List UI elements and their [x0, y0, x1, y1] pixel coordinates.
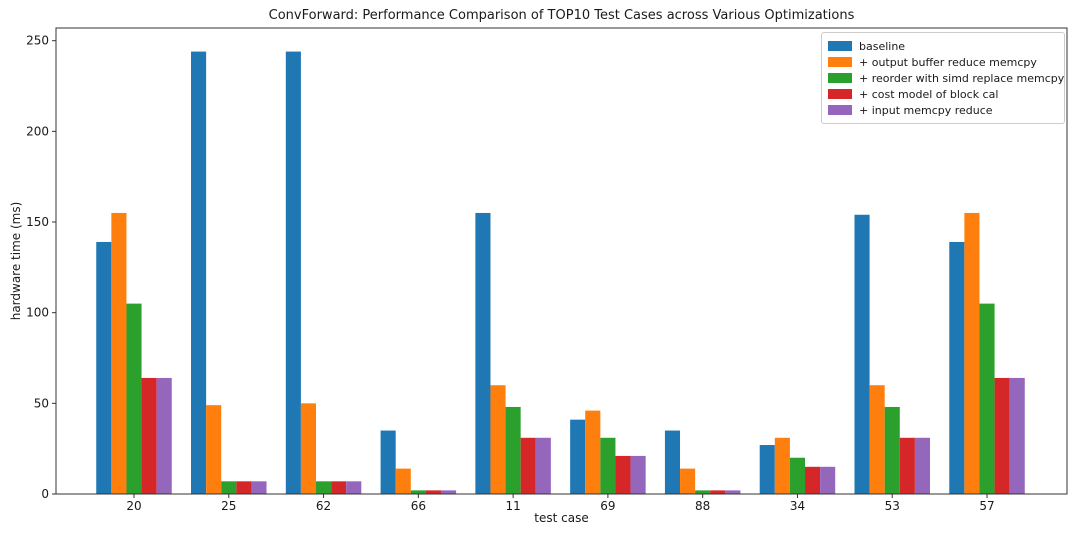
x-tick-label: 34 — [790, 499, 805, 513]
bar-series1-cat9 — [964, 212, 980, 494]
legend-item: + reorder with simd replace memcpy — [828, 70, 1064, 86]
bar-series3-cat4 — [520, 437, 536, 494]
bar-series0-cat6 — [664, 430, 681, 494]
bar-series2-cat6 — [695, 490, 711, 494]
bar-series4-cat4 — [535, 437, 551, 494]
legend-item: + input memcpy reduce — [828, 102, 1058, 118]
bar-series0-cat1 — [191, 51, 207, 494]
bar-series2-cat7 — [789, 457, 806, 494]
legend-label: + output buffer reduce memcpy — [859, 55, 1037, 69]
x-tick-label: 20 — [126, 499, 141, 513]
legend-swatch-2 — [828, 73, 852, 83]
x-tick-label: 57 — [979, 499, 994, 513]
bar-series3-cat3 — [425, 490, 441, 494]
bar-series2-cat4 — [505, 406, 521, 494]
bar-series4-cat3 — [440, 490, 457, 494]
bar-series3-cat0 — [141, 377, 157, 494]
bar-series0-cat9 — [949, 241, 965, 494]
bar-series1-cat2 — [300, 403, 317, 494]
legend-label: + reorder with simd replace memcpy — [859, 71, 1065, 85]
bar-series1-cat0 — [111, 212, 127, 494]
bar-series1-cat1 — [206, 405, 222, 494]
legend-label: baseline — [859, 39, 906, 53]
bar-series0-cat2 — [285, 51, 301, 494]
bar-series4-cat0 — [156, 377, 172, 494]
y-tick-label: 100 — [26, 306, 49, 320]
legend-item: + cost model of block cal — [828, 86, 1058, 102]
bar-series2-cat1 — [221, 481, 237, 494]
x-tick-label: 62 — [316, 499, 331, 513]
legend-swatch-0 — [828, 41, 852, 51]
bar-series4-cat2 — [346, 481, 362, 494]
y-tick-label: 0 — [41, 487, 49, 501]
bar-series4-cat1 — [251, 481, 267, 494]
bar-series4-cat8 — [914, 437, 930, 494]
bar-series3-cat2 — [331, 481, 347, 494]
bar-series2-cat3 — [410, 490, 426, 494]
chart-title: ConvForward: Performance Comparison of T… — [268, 8, 855, 23]
bar-series0-cat5 — [570, 419, 586, 494]
y-axis-label: hardware time (ms) — [9, 201, 23, 321]
bar-series3-cat9 — [994, 377, 1010, 494]
bar-series2-cat0 — [126, 303, 142, 494]
bar-series2-cat8 — [884, 406, 900, 494]
bar-series1-cat8 — [869, 385, 885, 494]
bar-series1-cat6 — [680, 468, 696, 494]
legend-item: baseline — [828, 38, 1058, 54]
bar-series2-cat5 — [600, 437, 616, 494]
bar-series3-cat6 — [710, 490, 726, 494]
legend-swatch-3 — [828, 89, 852, 99]
x-tick-label: 11 — [505, 499, 520, 513]
y-tick-label: 250 — [26, 34, 49, 48]
bar-series3-cat7 — [805, 466, 821, 494]
legend: baseline + output buffer reduce memcpy + r… — [821, 32, 1065, 124]
x-tick-label: 66 — [411, 499, 426, 513]
x-tick-label: 25 — [221, 499, 236, 513]
bar-series0-cat0 — [96, 241, 112, 494]
bar-series3-cat1 — [236, 481, 252, 494]
bar-series1-cat3 — [395, 468, 411, 494]
bar-series1-cat5 — [585, 410, 601, 494]
y-tick-label: 150 — [26, 215, 49, 229]
legend-swatch-4 — [828, 105, 852, 115]
bar-series4-cat6 — [725, 490, 741, 494]
bar-series4-cat9 — [1009, 377, 1025, 494]
x-tick-label: 53 — [885, 499, 900, 513]
legend-label: + cost model of block cal — [859, 87, 999, 101]
bar-series0-cat3 — [380, 430, 396, 494]
x-tick-label: 88 — [695, 499, 710, 513]
bar-series0-cat8 — [854, 214, 870, 494]
x-tick-label: 69 — [600, 499, 615, 513]
bar-series2-cat2 — [316, 481, 332, 494]
bar-series3-cat5 — [615, 455, 631, 494]
legend-swatch-1 — [828, 57, 852, 67]
x-axis-label: test case — [534, 511, 589, 525]
bar-series1-cat4 — [490, 385, 506, 494]
bar-series0-cat7 — [759, 445, 775, 494]
bar-series1-cat7 — [774, 437, 790, 494]
y-tick-label: 50 — [34, 396, 49, 410]
legend-item: + output buffer reduce memcpy — [828, 54, 1058, 70]
y-tick-label: 200 — [26, 124, 49, 138]
bar-series3-cat8 — [899, 437, 915, 494]
legend-label: + input memcpy reduce — [859, 103, 993, 117]
bar-series0-cat4 — [475, 212, 491, 494]
bar-series4-cat7 — [820, 466, 836, 494]
bar-series4-cat5 — [630, 455, 646, 494]
bar-series2-cat9 — [979, 303, 995, 494]
axes-spines — [55, 27, 1068, 495]
